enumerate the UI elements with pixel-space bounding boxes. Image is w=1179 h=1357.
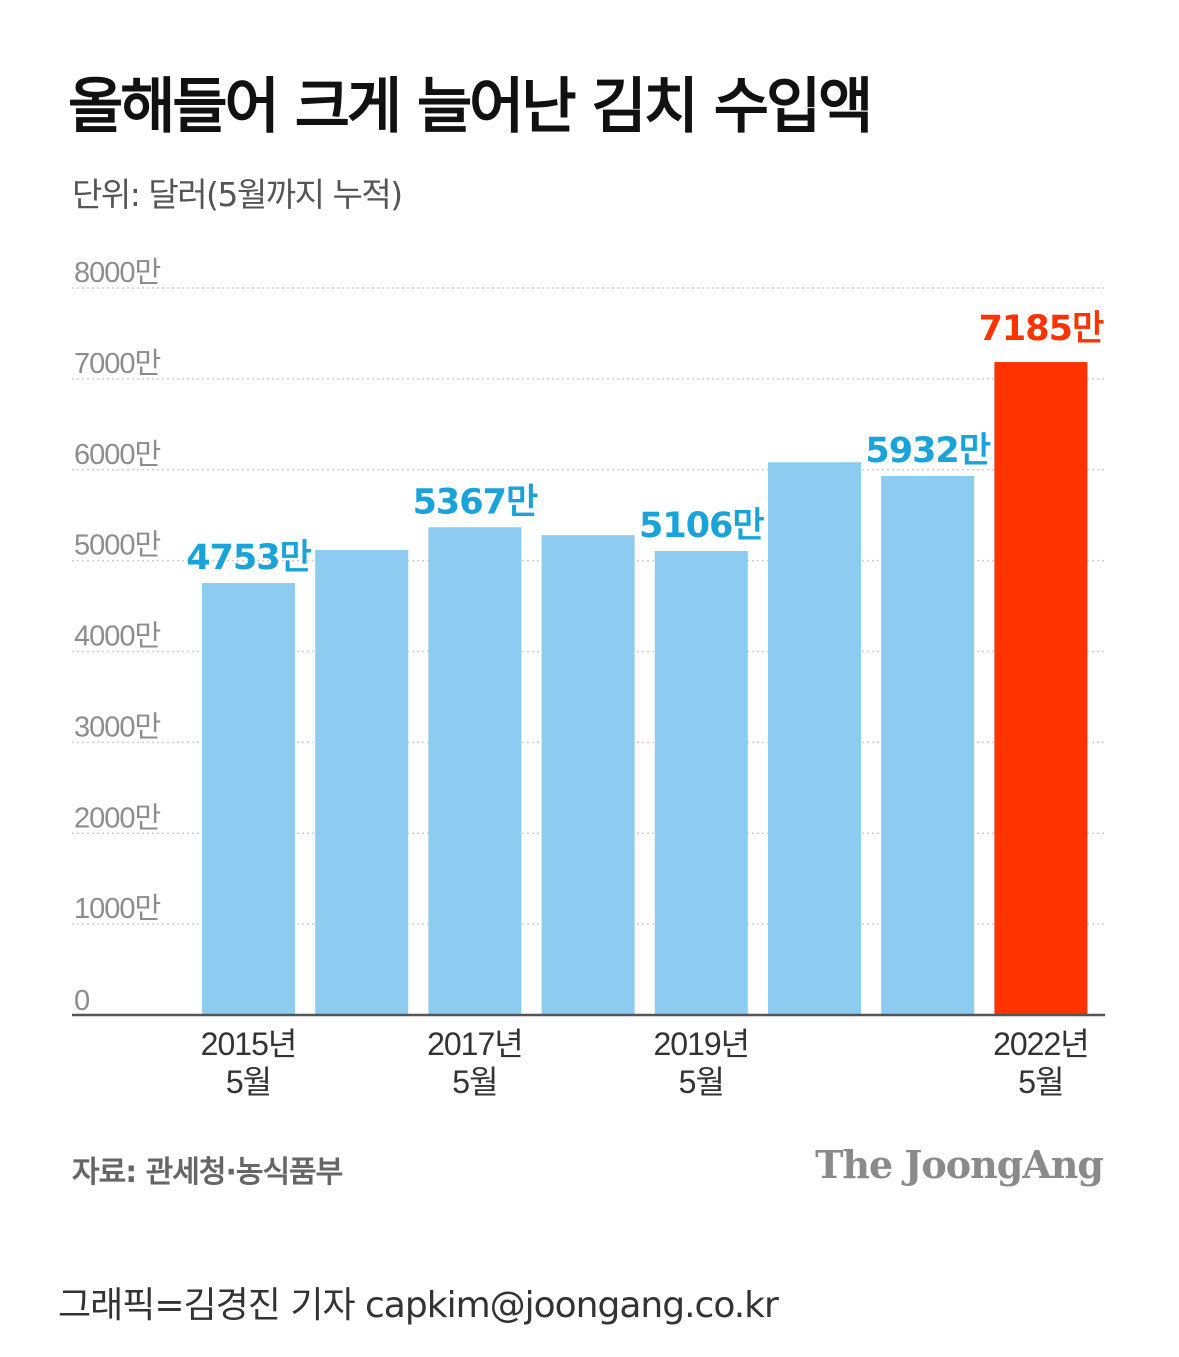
bar [541, 535, 635, 1015]
bar [654, 550, 748, 1015]
data-label: 5932만 [865, 431, 990, 471]
y-tick-label: 1000만 [74, 893, 161, 925]
x-tick-label: 5월 [226, 1064, 271, 1100]
data-label: 7185만 [979, 309, 1104, 349]
y-tick-label: 5000만 [74, 530, 161, 562]
bar [428, 527, 522, 1015]
chart-title: 올해들어 크게 늘어난 김치 수입액 [68, 72, 873, 142]
x-tick-label: 5월 [452, 1064, 497, 1100]
bar [202, 583, 295, 1015]
x-tick-label: 5월 [1018, 1064, 1063, 1100]
y-tick-label: 6000만 [74, 439, 161, 471]
x-tick-label: 2017년 [427, 1026, 523, 1062]
brand-logo: The JoongAng [815, 1142, 1104, 1187]
y-tick-label: 0 [74, 985, 89, 1017]
source-note: 자료: 관세청·농식품부 [72, 1155, 343, 1190]
x-tick-label: 2015년 [201, 1026, 297, 1062]
bar [315, 549, 409, 1015]
data-label: 5106만 [639, 506, 764, 546]
y-tick-label: 7000만 [74, 348, 161, 380]
y-tick-label: 4000만 [74, 621, 161, 653]
x-tick-label: 5월 [679, 1064, 724, 1100]
data-label: 5367만 [413, 482, 538, 522]
x-tick-label: 2019년 [653, 1026, 749, 1062]
y-tick-label: 8000만 [74, 257, 161, 289]
y-tick-label: 2000만 [74, 802, 161, 834]
bar [994, 362, 1088, 1015]
y-tick-label: 3000만 [74, 711, 161, 743]
x-tick-label: 2022년 [993, 1026, 1089, 1062]
data-label: 4753만 [186, 538, 311, 578]
bar [768, 462, 861, 1015]
unit-note: 단위: 달러(5월까지 누적) [72, 175, 403, 214]
graphic-credit: 그래픽=김경진 기자 capkim@joongang.co.kr [58, 1285, 779, 1326]
bar [881, 475, 975, 1015]
